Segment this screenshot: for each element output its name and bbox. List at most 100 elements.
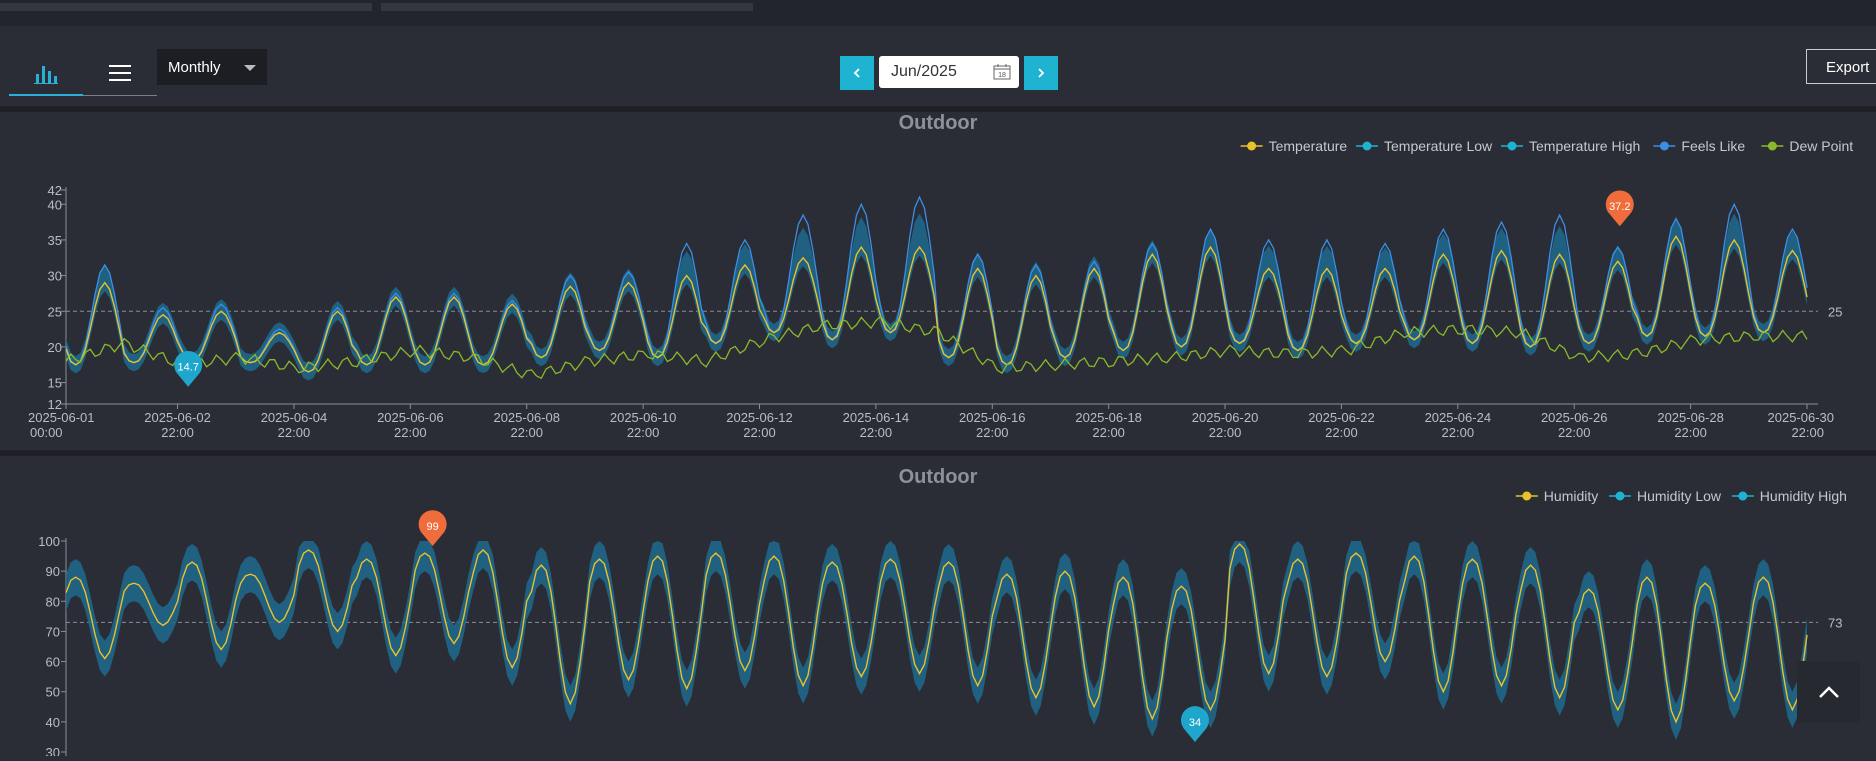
period-select[interactable]: Monthly [157,49,267,85]
y-tick-label: 42 [48,183,62,198]
max-marker: 99 [418,510,447,547]
reference-label: 25 [1828,304,1842,319]
chevron-left-icon [853,68,860,78]
temperature-range-band [66,213,1807,381]
legend-label: Feels Like [1681,138,1745,154]
y-tick-label: 40 [46,715,60,730]
marker-label: 34 [1189,717,1201,729]
top-tab-placeholder[interactable] [0,3,372,11]
x-tick-label: 22:00 [1092,425,1125,440]
legend-label: Humidity High [1760,488,1847,504]
legend-dot [1615,491,1625,501]
legend-dot [1362,141,1372,151]
month-date-field[interactable]: Jun/2025 18 [879,56,1019,88]
x-tick-label: 22:00 [161,425,194,440]
x-tick-label: 22:00 [976,425,1009,440]
legend-item-dew-point[interactable]: Dew Point [1761,138,1853,154]
y-tick-label: 70 [46,624,60,639]
list-view-tab[interactable] [83,44,157,96]
chart-title: Outdoor [898,112,978,134]
legend-dot [1522,491,1532,501]
chevron-down-icon [244,65,256,71]
chart-view-tab[interactable] [9,44,83,96]
legend-item-feels-like[interactable]: Feels Like [1653,138,1745,154]
y-tick-label: 40 [48,197,62,212]
x-tick-label: 2025-06-28 [1657,410,1724,425]
bar-chart-icon [34,66,58,84]
legend-label: Temperature High [1529,138,1640,154]
legend-label: Humidity Low [1637,488,1722,504]
chevron-up-icon [1818,686,1839,698]
legend-item-temperature-high[interactable]: Temperature High [1501,138,1640,154]
x-tick-label: 22:00 [743,425,776,440]
x-tick-label: 22:00 [1209,425,1242,440]
legend-item-humidity-low[interactable]: Humidity Low [1609,488,1722,504]
export-button[interactable]: Export [1806,49,1876,84]
y-tick-label: 30 [48,269,62,284]
x-tick-label: 2025-06-26 [1541,410,1608,425]
top-strip [0,0,1876,26]
x-tick-label: 2025-06-04 [261,410,328,425]
section-divider [0,106,1876,112]
menu-icon [109,65,131,81]
y-tick-label: 25 [48,304,62,319]
y-tick-label: 60 [46,655,60,670]
legend-item-temperature-low[interactable]: Temperature Low [1356,138,1493,154]
humidity-chart: 30 40 50 60 70 80 90 100 73 Humidity High Humidity… [38,488,1847,760]
legend-item-humidity[interactable]: Humidity [1515,488,1598,504]
x-tick-label: 22:00 [1442,425,1475,440]
x-tick-label: 2025-06-12 [726,410,793,425]
marker-pin [174,350,203,387]
x-tick-label: 2025-06-16 [959,410,1026,425]
x-tick-label: 2025-06-14 [843,410,910,425]
legend-label: Humidity [1544,488,1598,504]
feels-like-line [65,195,1808,373]
y-tick-label: 35 [48,233,62,248]
x-tick-label: 22:00 [627,425,660,440]
chart-title: Outdoor [898,466,978,488]
legend-dot [1767,141,1777,151]
x-tick-label: 2025-06-08 [493,410,560,425]
marker-pin [1180,706,1209,742]
x-tick-label: 2025-06-24 [1425,410,1492,425]
calendar-day: 18 [998,72,1006,79]
calendar-icon[interactable]: 18 [993,64,1011,80]
max-marker: 37.2 [1605,190,1634,227]
next-month-button[interactable] [1024,56,1058,90]
x-tick-label: 2025-06-30 [1768,410,1835,425]
legend-dot [1247,141,1257,151]
legend-dot [1659,141,1669,151]
period-select-value: Monthly [168,59,221,76]
legend-item-humidity-high[interactable]: Humidity High [1731,488,1847,504]
legend-label: Temperature Low [1384,138,1493,154]
dew-point-line [65,315,1808,380]
scroll-to-top-button[interactable] [1797,661,1860,723]
x-tick-label: 2025-06-20 [1192,410,1259,425]
marker-label: 37.2 [1609,201,1630,213]
marker-label: 14.7 [177,362,198,374]
x-tick-label: 22:00 [1791,425,1824,440]
legend-label: Temperature [1269,138,1348,154]
min-marker: 14.7 [174,350,203,387]
humidity-range-band [66,541,1807,740]
month-date-value: Jun/2025 [891,63,957,80]
x-tick-label: 22:00 [1674,425,1707,440]
marker-pin [1605,190,1634,227]
x-tick-label: 2025-06-10 [610,410,677,425]
y-tick-label: 12 [48,397,62,412]
legend-dot [1738,491,1748,501]
top-tab-placeholder[interactable] [381,3,753,11]
x-tick-label: 22:00 [1558,425,1591,440]
legend-label: Dew Point [1789,138,1853,154]
marker-pin [418,510,447,547]
reference-label: 73 [1828,615,1842,630]
x-tick-label: 22:00 [510,425,543,440]
y-tick-label: 90 [46,564,60,579]
section-divider [0,450,1876,456]
legend-item-temperature[interactable]: Temperature [1240,138,1348,154]
humidity-chart-panel: Outdoor 30 40 50 60 70 80 90 100 73 Humidity High… [0,456,1876,760]
previous-month-button[interactable] [840,56,874,90]
x-tick-label: 00:00 [30,425,63,440]
legend-dot [1507,141,1517,151]
